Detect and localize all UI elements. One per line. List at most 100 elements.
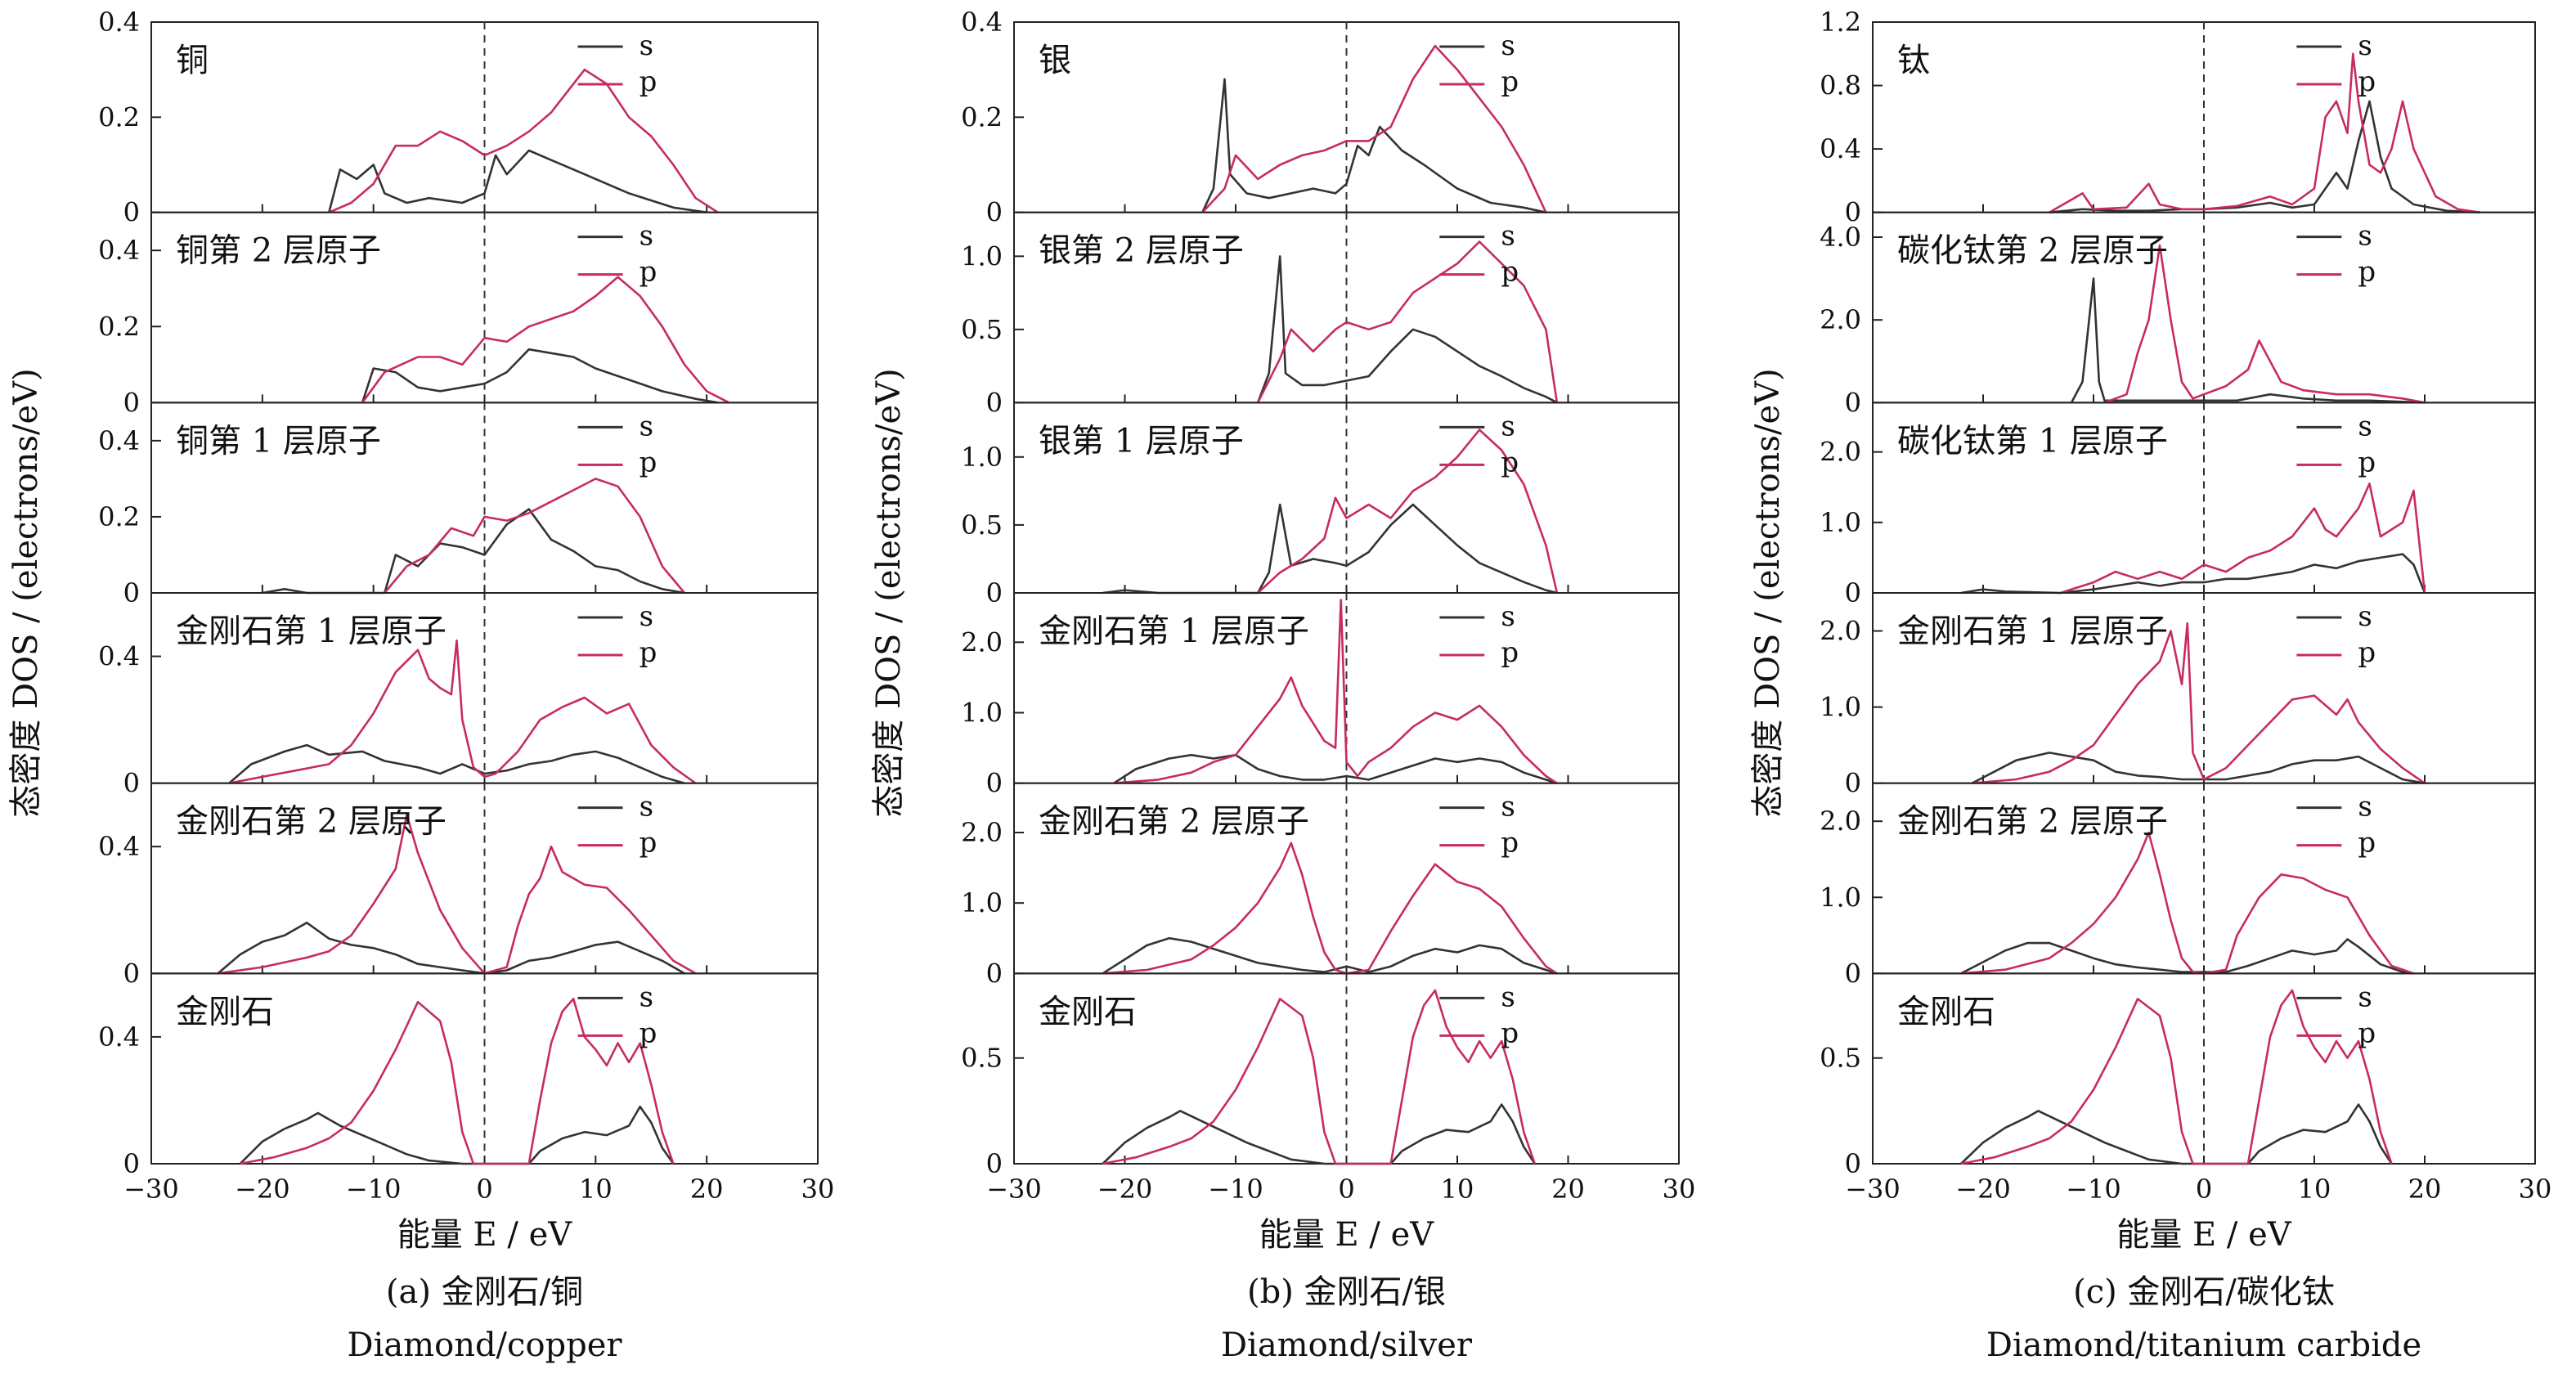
y-tick-label: 0: [1845, 577, 1861, 608]
y-tick-label: 0.2: [98, 101, 140, 132]
panel-label: 金刚石: [1039, 993, 1137, 1030]
legend-label-s: s: [640, 29, 653, 62]
series-s-line: [1102, 936, 1558, 975]
legend-label-s: s: [2358, 220, 2372, 253]
y-tick-label: 0.4: [98, 641, 140, 672]
legend-label-s: s: [1501, 600, 1515, 633]
legend-label-s: s: [2358, 410, 2372, 442]
legend-label-s: s: [640, 220, 653, 253]
x-tick-label: 30: [801, 1174, 835, 1205]
y-tick-label: 0.4: [98, 7, 140, 38]
legend-label-s: s: [2358, 29, 2372, 62]
legend-label-p: p: [2358, 65, 2376, 98]
series-s-line: [228, 743, 685, 784]
series-p-line: [1257, 429, 1559, 594]
panel-1-1: 0 0.2 0.4 铜 sp: [98, 7, 819, 228]
series-p-line: [1113, 599, 1558, 784]
panel-label: 银第 2 层原子: [1039, 232, 1244, 270]
legend-label-p: p: [640, 827, 657, 860]
legend-label-s: s: [2358, 981, 2372, 1013]
y-tick-label: 0: [1845, 768, 1861, 799]
series-s-line: [1102, 1103, 1536, 1165]
panel-label: 碳化钛第 2 层原子: [1897, 232, 2168, 270]
panel-2-3: 0 0.5 1.0 银第 1 层原子 sp: [961, 402, 1680, 608]
x-axis-title: 能量 E / eV: [2116, 1216, 2291, 1254]
panel-3-6: 0 0.5 金刚石 sp: [1820, 972, 2536, 1179]
caption-line-2: Diamond/copper: [347, 1326, 622, 1364]
legend-label-p: p: [640, 65, 657, 98]
panel-label: 金刚石第 1 层原子: [1039, 613, 1309, 650]
y-axis-title: 态密度 DOS / (electrons/eV): [7, 368, 45, 817]
panel-2-5: 0 1.0 2.0 金刚石第 2 层原子 sp: [961, 782, 1680, 989]
x-tick-label: −10: [2066, 1174, 2121, 1205]
y-tick-label: 0: [1845, 958, 1861, 989]
legend-label-p: p: [2358, 446, 2376, 478]
legend-label-s: s: [640, 410, 653, 442]
legend-label-p: p: [1501, 636, 1519, 669]
panel-label: 金刚石: [1897, 993, 1995, 1030]
legend-label-s: s: [1501, 220, 1515, 253]
legend-label-p: p: [640, 256, 657, 289]
y-tick-label: 0.5: [1820, 1043, 1861, 1074]
y-tick-label: 2.0: [1820, 616, 1861, 647]
panel-3-5: 0 1.0 2.0 金刚石第 2 层原子 sp: [1820, 782, 2536, 989]
legend-label-s: s: [2358, 600, 2372, 633]
panel-3-2: 0 2.0 4.0 碳化钛第 2 层原子 sp: [1820, 211, 2536, 418]
panel-3-1: 0 0.4 0.8 1.2 钛 sp: [1820, 7, 2536, 228]
panel-label: 铜第 1 层原子: [176, 422, 381, 460]
y-tick-label: 0: [1845, 387, 1861, 418]
x-tick-label: 10: [2298, 1174, 2331, 1205]
legend-label-s: s: [1501, 410, 1515, 442]
y-tick-label: 0.5: [961, 314, 1003, 345]
legend-label-s: s: [1501, 29, 1515, 62]
panel-label: 金刚石第 1 层原子: [1897, 613, 2168, 650]
panel-label: 碳化钛第 1 层原子: [1897, 422, 2168, 460]
x-tick-label: −20: [235, 1174, 290, 1205]
x-tick-label: 0: [476, 1174, 492, 1205]
caption-line-2: Diamond/titanium carbide: [1986, 1326, 2421, 1364]
y-tick-label: 0: [123, 958, 140, 989]
legend-label-p: p: [1501, 1017, 1519, 1049]
x-tick-label: −30: [986, 1174, 1042, 1205]
y-tick-label: 0.2: [98, 311, 140, 342]
caption-line-1: (b) 金刚石/银: [1247, 1273, 1446, 1311]
legend-label-s: s: [1501, 791, 1515, 824]
panel-label: 金刚石: [176, 993, 274, 1030]
legend-label-p: p: [640, 1017, 657, 1049]
series-p-line: [328, 68, 719, 213]
series-s-line: [1960, 1103, 2393, 1165]
y-tick-label: 1.0: [961, 697, 1003, 728]
series-p-line: [1960, 989, 2393, 1165]
legend-label-p: p: [1501, 827, 1519, 860]
x-tick-label: −10: [1208, 1174, 1263, 1205]
y-tick-label: 0: [986, 387, 1003, 418]
series-p-line: [1972, 622, 2426, 784]
legend-label-s: s: [640, 791, 653, 824]
x-tick-label: 20: [690, 1174, 724, 1205]
series-s-line: [2049, 100, 2480, 213]
series-p-line: [384, 478, 685, 594]
y-tick-label: 0: [986, 958, 1003, 989]
y-tick-label: 1.0: [1820, 507, 1861, 538]
y-tick-label: 0.4: [98, 831, 140, 862]
legend-label-p: p: [1501, 256, 1519, 289]
y-tick-label: 4.0: [1820, 222, 1861, 253]
panel-2-4: 0 1.0 2.0 金刚石第 1 层原子 sp: [961, 592, 1680, 799]
panel-3-4: 0 1.0 2.0 金刚石第 1 层原子 sp: [1820, 592, 2536, 799]
series-s-line: [2070, 277, 2426, 404]
legend-label-s: s: [640, 600, 653, 633]
y-tick-label: 2.0: [1820, 437, 1861, 468]
series-p-line: [1201, 44, 1547, 213]
series-s-line: [1201, 78, 1546, 213]
y-tick-label: 0.4: [1820, 133, 1861, 164]
y-tick-label: 2.0: [1820, 304, 1861, 335]
y-tick-label: 0.4: [961, 7, 1003, 38]
panel-1-4: 0 0.4 金刚石第 1 层原子 sp: [98, 592, 819, 799]
y-tick-label: 1.0: [1820, 692, 1861, 723]
series-s-line: [262, 508, 685, 595]
x-tick-label: 30: [2519, 1174, 2552, 1205]
x-tick-label: 30: [1663, 1174, 1696, 1205]
caption-line-2: Diamond/silver: [1221, 1326, 1473, 1364]
